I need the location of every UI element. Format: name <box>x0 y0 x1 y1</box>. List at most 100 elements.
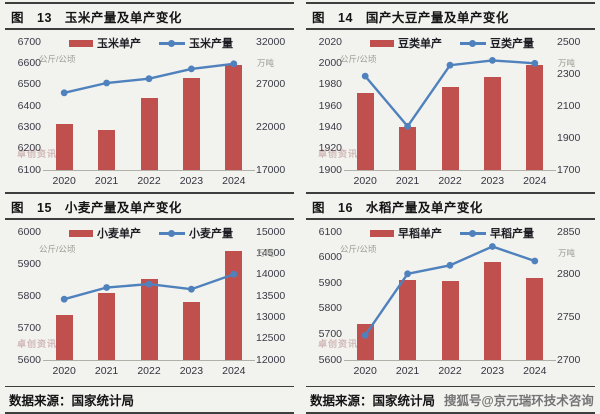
left-axis-tick: 5700 <box>17 321 41 334</box>
left-axis-tick: 5700 <box>318 327 342 340</box>
line-marker-2024 <box>230 60 238 68</box>
left-axis-tick: 6500 <box>17 78 41 91</box>
right-axis-tick: 22000 <box>256 120 286 133</box>
x-axis-label: 2024 <box>222 175 246 187</box>
left-axis-tick: 1960 <box>318 99 342 112</box>
right-axis-tick: 2800 <box>557 268 581 281</box>
chart-title: 图 13 玉米产量及单产变化 <box>5 2 294 30</box>
left-axis-tick: 6600 <box>17 56 41 69</box>
legend-label: 小麦产量 <box>189 228 233 240</box>
left-axis-tick: 5600 <box>17 353 41 366</box>
x-axis-label: 2021 <box>94 365 119 377</box>
bar-2020 <box>55 315 73 360</box>
right-axis-tick: 17000 <box>256 163 286 176</box>
left-axis-tick: 6000 <box>17 225 41 238</box>
left-axis-tick: 1940 <box>318 120 342 133</box>
right-axis-tick: 14500 <box>256 246 286 259</box>
bar-2023 <box>182 302 200 360</box>
legend-label: 玉米产量 <box>189 38 233 50</box>
left-axis-tick: 5800 <box>17 289 41 302</box>
bar-2024 <box>225 251 243 360</box>
left-axis-unit-label: 公斤/公顷 <box>340 54 377 64</box>
line-series-marker-dot <box>168 39 175 47</box>
vendor-watermark: 卓创资讯 <box>17 339 58 349</box>
chart-column-2: 图 14 国产大豆产量及单产变化 2020 2000 1980 1960 1940 1920… <box>306 2 595 414</box>
x-axis-label: 2022 <box>137 175 161 187</box>
line-marker-2024 <box>230 270 238 278</box>
line-marker-2022 <box>145 280 153 288</box>
line-series-plot <box>361 57 539 130</box>
line-marker-2024 <box>531 59 539 67</box>
footer-watermark-text: 搜狐号@京元瑞环技术咨询 <box>444 394 594 408</box>
right-axis-tick: 2850 <box>557 225 581 238</box>
legend-label: 豆类产量 <box>490 38 534 50</box>
bar-2020 <box>356 93 374 170</box>
x-axis-label: 2020 <box>353 365 377 377</box>
chart-legend: 玉米单产 玉米产量 <box>69 35 233 51</box>
chart-legend: 豆类单产 豆类产量 <box>370 35 534 51</box>
legend-item-line-series: 小麦产量 <box>159 225 233 241</box>
x-axis-label: 2022 <box>137 365 161 377</box>
bar-2024 <box>526 65 544 170</box>
right-axis-unit-label: 万吨 <box>558 248 576 258</box>
x-axis-label: 2023 <box>480 365 505 377</box>
left-axis-tick: 1900 <box>318 163 342 176</box>
x-axis-line <box>344 360 556 361</box>
line-series-path <box>364 59 535 129</box>
line-marker-2020 <box>60 295 68 303</box>
vendor-watermark: 卓创资讯 <box>318 339 359 349</box>
vendor-watermark: 卓创资讯 <box>318 149 359 159</box>
legend-item-line-series: 早稻产量 <box>460 225 534 241</box>
line-series-swatch <box>460 229 486 237</box>
left-axis-unit-label: 公斤/公顷 <box>39 54 76 64</box>
line-series-path <box>364 245 536 336</box>
right-axis-tick: 1900 <box>557 131 581 144</box>
line-marker-2020 <box>60 89 68 97</box>
right-axis-unit-label: 万吨 <box>558 58 576 68</box>
x-axis-line <box>344 170 556 171</box>
line-series-marker-dot <box>469 39 476 47</box>
left-axis-tick: 1980 <box>318 78 342 91</box>
bar-2022 <box>140 98 158 170</box>
line-marker-2023 <box>489 57 496 64</box>
chart-area: 6100 6000 5900 5800 5700 5600 2850 2800 2750 2700… <box>306 220 595 382</box>
right-axis-tick: 1700 <box>557 163 581 176</box>
bar-2021 <box>399 127 417 170</box>
left-axis-tick: 5900 <box>318 276 342 289</box>
bar-2024 <box>225 65 243 170</box>
chart-title: 图 14 国产大豆产量及单产变化 <box>306 2 595 30</box>
data-source-footer: 数据来源：国家统计局 搜狐号@京元瑞环技术咨询 <box>306 386 595 414</box>
vendor-watermark: 卓创资讯 <box>17 149 58 159</box>
chart-legend: 小麦单产 小麦产量 <box>69 225 233 241</box>
bar-2022 <box>441 86 459 170</box>
bar-series-swatch <box>69 229 93 237</box>
right-axis-tick: 15000 <box>256 225 286 238</box>
legend-label: 小麦单产 <box>97 228 141 240</box>
line-marker-2022 <box>145 75 153 83</box>
chart-area: 6000 5900 5800 5700 5600 15000 14500 14000 13500… <box>5 220 294 382</box>
line-series-plot <box>60 60 238 97</box>
line-marker-2023 <box>489 243 496 250</box>
bar-series-swatch <box>69 39 93 47</box>
x-axis-label: 2023 <box>179 175 204 187</box>
bar-series-swatch <box>370 229 394 237</box>
right-axis-tick: 2500 <box>557 35 581 48</box>
report-page: 图 13 玉米产量及单产变化 6700 6600 6500 6400 6300 6200 61… <box>5 2 595 414</box>
x-axis-label: 2021 <box>395 175 420 187</box>
line-marker-2024 <box>531 257 539 265</box>
line-series-plot <box>361 243 539 339</box>
chart-area: 2020 2000 1980 1960 1940 1920 1900 2500 2300 2100… <box>306 30 595 192</box>
chart-title: 图 15 小麦产量及单产变化 <box>5 192 294 220</box>
legend-label: 早稻产量 <box>490 228 534 240</box>
right-axis-tick: 13500 <box>256 289 286 302</box>
data-source-label: 数据来源：国家统计局 <box>9 394 135 408</box>
charts-grid: 图 13 玉米产量及单产变化 6700 6600 6500 6400 6300 6200 61… <box>5 2 595 414</box>
line-marker-2021 <box>103 284 110 291</box>
x-axis-label: 2020 <box>52 365 76 377</box>
data-source-label: 数据来源：国家统计局 <box>310 394 436 408</box>
bar-2023 <box>483 261 501 360</box>
chart-area: 6700 6600 6500 6400 6300 6200 6100 32000 27000 22… <box>5 30 294 192</box>
line-series-marker-dot <box>168 229 175 237</box>
bar-2023 <box>182 78 200 170</box>
bar-2023 <box>483 77 501 170</box>
